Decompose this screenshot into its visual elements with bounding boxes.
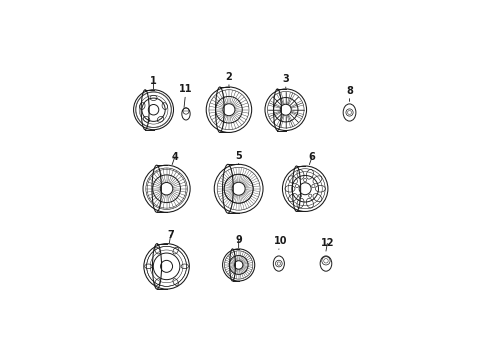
Text: 8: 8 (346, 86, 353, 102)
Text: 9: 9 (235, 235, 242, 248)
Text: 3: 3 (282, 74, 289, 88)
Text: 5: 5 (235, 151, 242, 164)
Text: 6: 6 (309, 152, 316, 165)
Text: 4: 4 (172, 152, 178, 165)
Text: 2: 2 (225, 72, 232, 86)
Text: 11: 11 (179, 85, 193, 108)
Text: 1: 1 (150, 76, 157, 89)
Text: 10: 10 (273, 236, 287, 249)
Text: 7: 7 (168, 230, 174, 243)
Text: 12: 12 (320, 238, 334, 251)
